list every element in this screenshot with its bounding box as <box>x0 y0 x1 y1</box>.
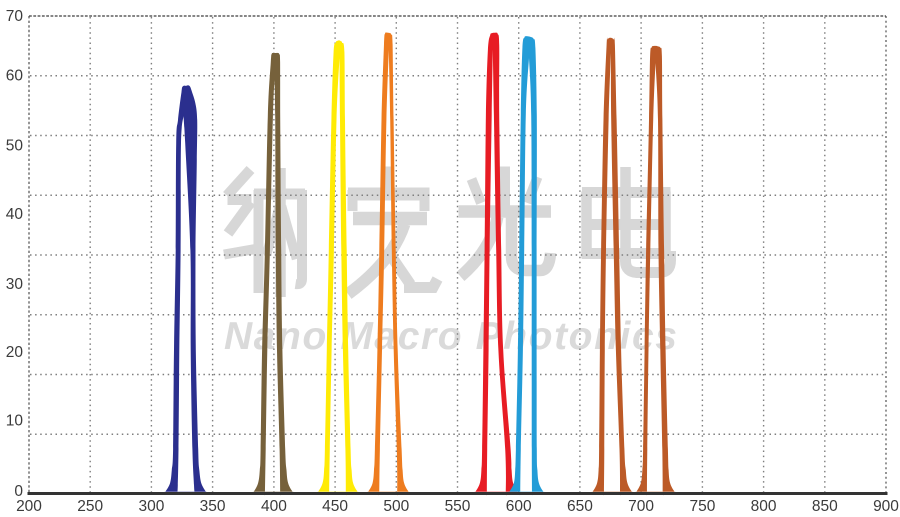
svg-text:400: 400 <box>261 498 287 515</box>
svg-text:30: 30 <box>6 276 24 293</box>
svg-text:Nano Macro Photonics: Nano Macro Photonics <box>224 315 679 358</box>
svg-text:60: 60 <box>6 67 24 84</box>
svg-text:700: 700 <box>628 498 654 515</box>
svg-text:500: 500 <box>383 498 409 515</box>
svg-text:800: 800 <box>751 498 777 515</box>
svg-text:550: 550 <box>445 498 471 515</box>
svg-text:900: 900 <box>873 498 899 515</box>
svg-text:850: 850 <box>812 498 838 515</box>
svg-text:50: 50 <box>6 138 24 155</box>
svg-text:450: 450 <box>322 498 348 515</box>
svg-text:250: 250 <box>77 498 103 515</box>
svg-text:10: 10 <box>6 412 24 429</box>
svg-text:40: 40 <box>6 206 24 223</box>
svg-text:20: 20 <box>6 344 24 361</box>
svg-text:200: 200 <box>16 498 42 515</box>
svg-text:300: 300 <box>138 498 164 515</box>
svg-text:600: 600 <box>506 498 532 515</box>
svg-text:0: 0 <box>14 483 23 500</box>
svg-text:70: 70 <box>6 8 24 25</box>
svg-text:750: 750 <box>689 498 715 515</box>
svg-text:350: 350 <box>200 498 226 515</box>
svg-text:650: 650 <box>567 498 593 515</box>
